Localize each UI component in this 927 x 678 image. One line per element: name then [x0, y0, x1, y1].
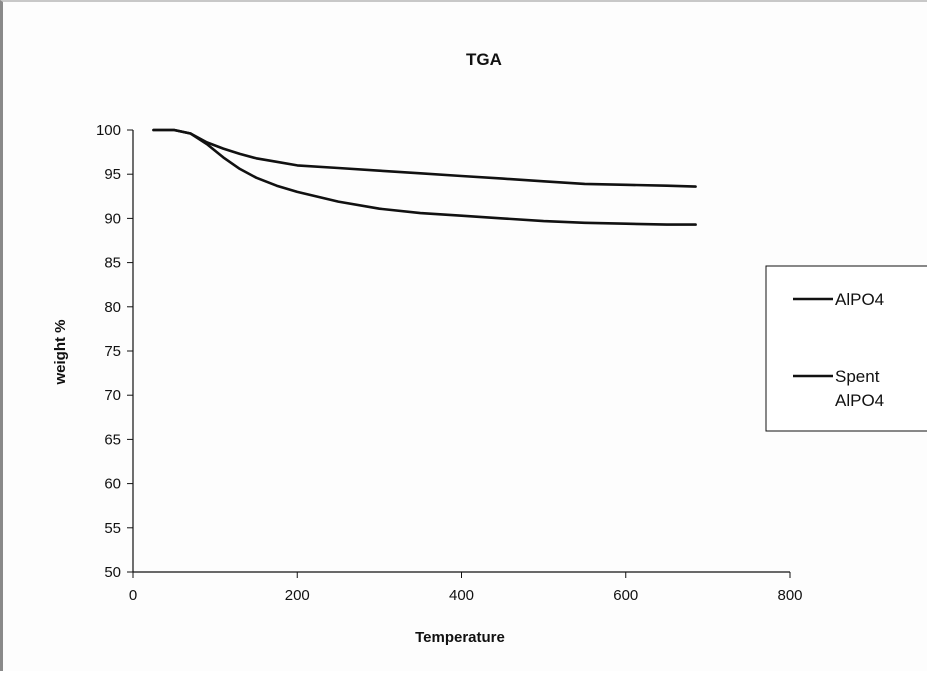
y-axis-title: weight %: [52, 319, 69, 385]
legend-box: [765, 265, 927, 432]
y-tick-label: 85: [104, 255, 121, 272]
axes: [132, 130, 790, 573]
legend-label-0: AlPO4: [835, 290, 884, 309]
y-tick-label: 95: [104, 166, 121, 183]
series-lines: [152, 128, 697, 226]
legend-label-1: Spent AlPO4: [835, 367, 884, 410]
y-tick-label: 90: [104, 210, 121, 227]
x-axis-title: Temperature: [415, 629, 505, 646]
y-tick-label: 75: [104, 343, 121, 360]
x-tick-label: 400: [449, 587, 474, 604]
y-tick-label: 65: [104, 431, 121, 448]
x-tick-label: 800: [777, 587, 802, 604]
y-axis-ticks: 50 55 60 65 70 75 80 85 90 95 100: [96, 122, 133, 581]
y-tick-label: 50: [104, 564, 121, 581]
x-axis-ticks: 0 200 400 600 800: [129, 572, 803, 604]
y-tick-label: 70: [104, 387, 121, 404]
chart-title: TGA: [466, 50, 502, 69]
tga-chart: TGA 0 200 400 600 800 50 55 60 65 70 75 80 85 90 95 10…: [52, 50, 927, 646]
series-line-0: [152, 128, 697, 188]
y-tick-label: 55: [104, 520, 121, 537]
x-tick-label: 0: [129, 587, 137, 604]
x-tick-label: 200: [285, 587, 310, 604]
x-tick-label: 600: [613, 587, 638, 604]
series-line-1: [152, 128, 697, 226]
legend: AlPO4 Spent AlPO4: [765, 265, 927, 432]
y-tick-label: 80: [104, 299, 121, 316]
y-tick-label: 60: [104, 476, 121, 493]
y-tick-label: 100: [96, 122, 121, 139]
